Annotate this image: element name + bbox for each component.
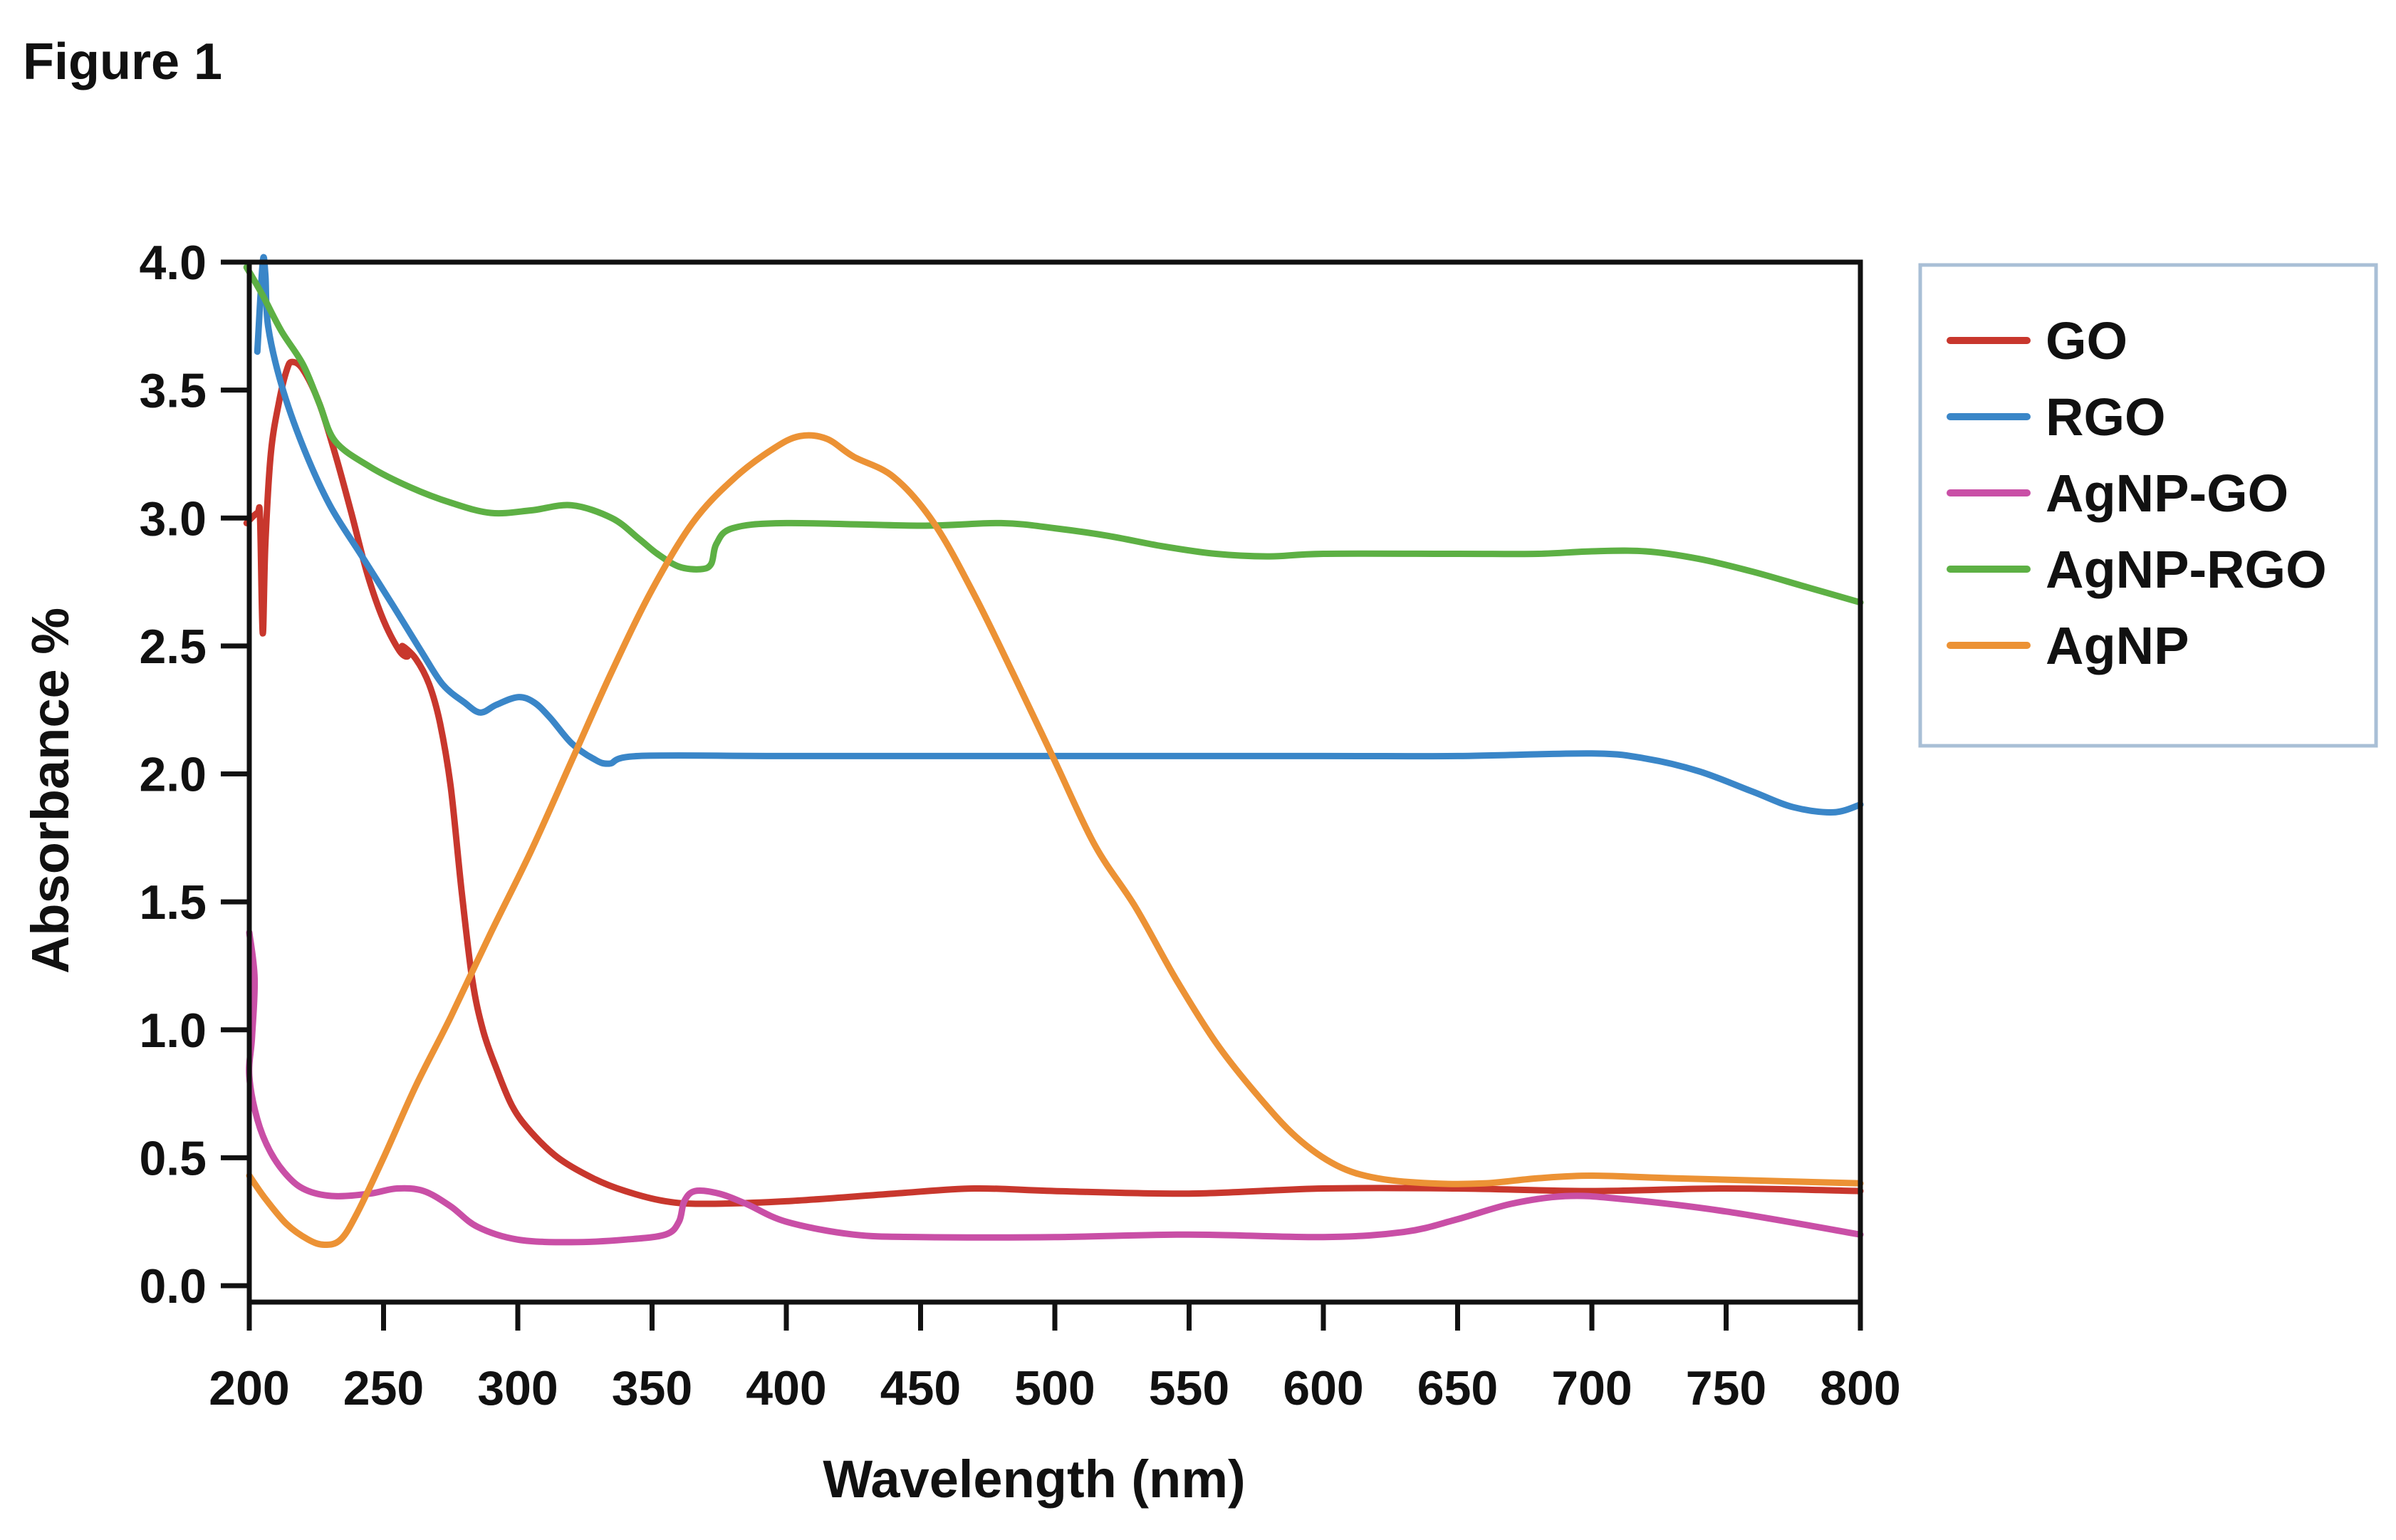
y-axis-ticks: 0.0 0.5 1.0 1.5 2.0 2.5 3.0 3.5 4.0 bbox=[139, 236, 249, 1313]
y-tick-label: 2.5 bbox=[139, 620, 207, 674]
legend-items: GO RGO AgNP-GO AgNP-RGO AgNP bbox=[1947, 311, 2327, 675]
legend-label-agnp: AgNP bbox=[2046, 616, 2189, 675]
x-tick-label: 550 bbox=[1149, 1361, 1229, 1415]
y-tick-label: 0.5 bbox=[139, 1131, 207, 1185]
y-tick-label: 1.0 bbox=[139, 1004, 207, 1058]
y-tick-label: 3.0 bbox=[139, 491, 207, 546]
legend-label-agnp-go: AgNP-GO bbox=[2046, 464, 2288, 523]
y-tick-label: 0.0 bbox=[139, 1259, 207, 1313]
x-axis-ticks: 200 250 300 350 400 450 500 550 600 650 700 750 800 bbox=[209, 1302, 1901, 1415]
figure-label: Figure 1 bbox=[23, 33, 223, 90]
x-tick-label: 800 bbox=[1820, 1361, 1900, 1415]
series-line-agnp-go bbox=[246, 929, 1864, 1246]
x-tick-label: 700 bbox=[1551, 1361, 1632, 1415]
legend-box bbox=[1918, 263, 2378, 748]
x-tick-label: 500 bbox=[1014, 1361, 1095, 1415]
x-tick-label: 250 bbox=[343, 1361, 424, 1415]
y-axis-title: Absorbance % bbox=[21, 608, 80, 974]
x-axis-title: Wavelength (nm) bbox=[823, 1450, 1245, 1509]
y-tick-label: 3.5 bbox=[139, 364, 207, 418]
series-line-rgo bbox=[254, 254, 1864, 816]
y-tick-label: 4.0 bbox=[139, 236, 207, 290]
legend-label-go: GO bbox=[2046, 311, 2127, 370]
x-tick-label: 650 bbox=[1417, 1361, 1498, 1415]
series-line-agnp bbox=[246, 432, 1864, 1248]
x-tick-label: 350 bbox=[612, 1361, 692, 1415]
plot-frame bbox=[246, 259, 1863, 1305]
legend-label-agnp-rgo: AgNP-RGO bbox=[2046, 540, 2327, 599]
y-tick-label: 1.5 bbox=[139, 875, 207, 930]
x-tick-label: 750 bbox=[1686, 1361, 1766, 1415]
series-line-agnp-rgo bbox=[243, 264, 1864, 606]
x-tick-label: 600 bbox=[1283, 1361, 1363, 1415]
series-layer bbox=[243, 254, 1864, 1248]
x-tick-label: 300 bbox=[477, 1361, 558, 1415]
legend: GO RGO AgNP-GO AgNP-RGO AgNP bbox=[1918, 263, 2378, 748]
x-tick-label: 400 bbox=[746, 1361, 826, 1415]
y-tick-label: 2.0 bbox=[139, 748, 207, 802]
series-line-go bbox=[243, 358, 1864, 1207]
x-tick-label: 450 bbox=[880, 1361, 961, 1415]
x-tick-label: 200 bbox=[209, 1361, 289, 1415]
legend-label-rgo: RGO bbox=[2046, 387, 2166, 447]
